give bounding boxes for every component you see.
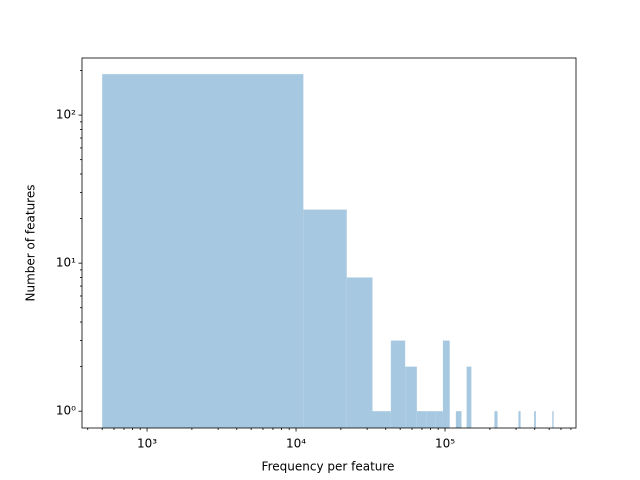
y-tick-label: 10² — [56, 108, 76, 122]
bar — [534, 411, 536, 428]
bar — [466, 366, 472, 428]
bar — [435, 411, 443, 428]
bar — [455, 411, 462, 428]
x-tick-label: 10⁴ — [286, 437, 306, 451]
bar — [346, 277, 373, 428]
bar — [303, 209, 347, 428]
x-tick-label: 10⁵ — [435, 437, 455, 451]
bar — [405, 366, 417, 428]
bar — [494, 411, 498, 428]
bar — [518, 411, 521, 428]
y-tick-label: 10⁰ — [56, 404, 76, 418]
bar — [390, 340, 406, 428]
bar — [426, 411, 436, 428]
bar — [552, 411, 554, 428]
y-axis-label: Number of features — [24, 185, 38, 302]
bar — [102, 74, 304, 429]
bar — [372, 411, 391, 428]
plot-frame — [81, 57, 577, 429]
bar — [442, 340, 450, 428]
x-tick-label: 10³ — [137, 437, 157, 451]
bar — [416, 411, 427, 428]
y-tick-label: 10¹ — [56, 256, 76, 270]
x-axis-label: Frequency per feature — [262, 460, 395, 474]
